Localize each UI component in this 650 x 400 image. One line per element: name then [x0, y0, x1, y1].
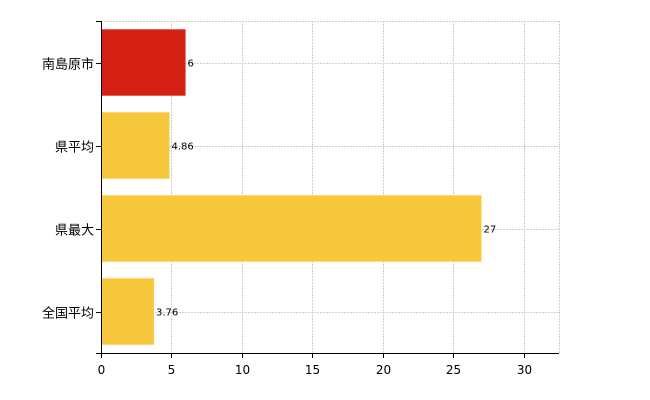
x-tick-label: 0 — [98, 363, 106, 377]
category-label: 南島原市 — [42, 57, 94, 73]
value-label: 3.76 — [156, 308, 178, 319]
category-label: 県最大 — [55, 224, 94, 239]
category-label: 全国平均 — [42, 306, 94, 322]
x-tick-label: 10 — [235, 363, 250, 377]
bar — [102, 195, 482, 262]
x-tick-label: 30 — [517, 363, 532, 377]
value-label: 6 — [188, 59, 194, 70]
x-tick-label: 5 — [168, 363, 176, 377]
bar — [102, 112, 170, 179]
bar — [102, 278, 154, 345]
x-tick-label: 25 — [446, 363, 461, 377]
axes — [96, 21, 559, 358]
x-tick-label: 15 — [305, 363, 320, 377]
bars — [102, 29, 482, 345]
value-label: 4.86 — [171, 142, 193, 153]
x-tick-label: 20 — [376, 363, 391, 377]
category-label: 県平均 — [55, 141, 94, 156]
value-label: 27 — [483, 225, 496, 236]
bar — [102, 29, 186, 96]
